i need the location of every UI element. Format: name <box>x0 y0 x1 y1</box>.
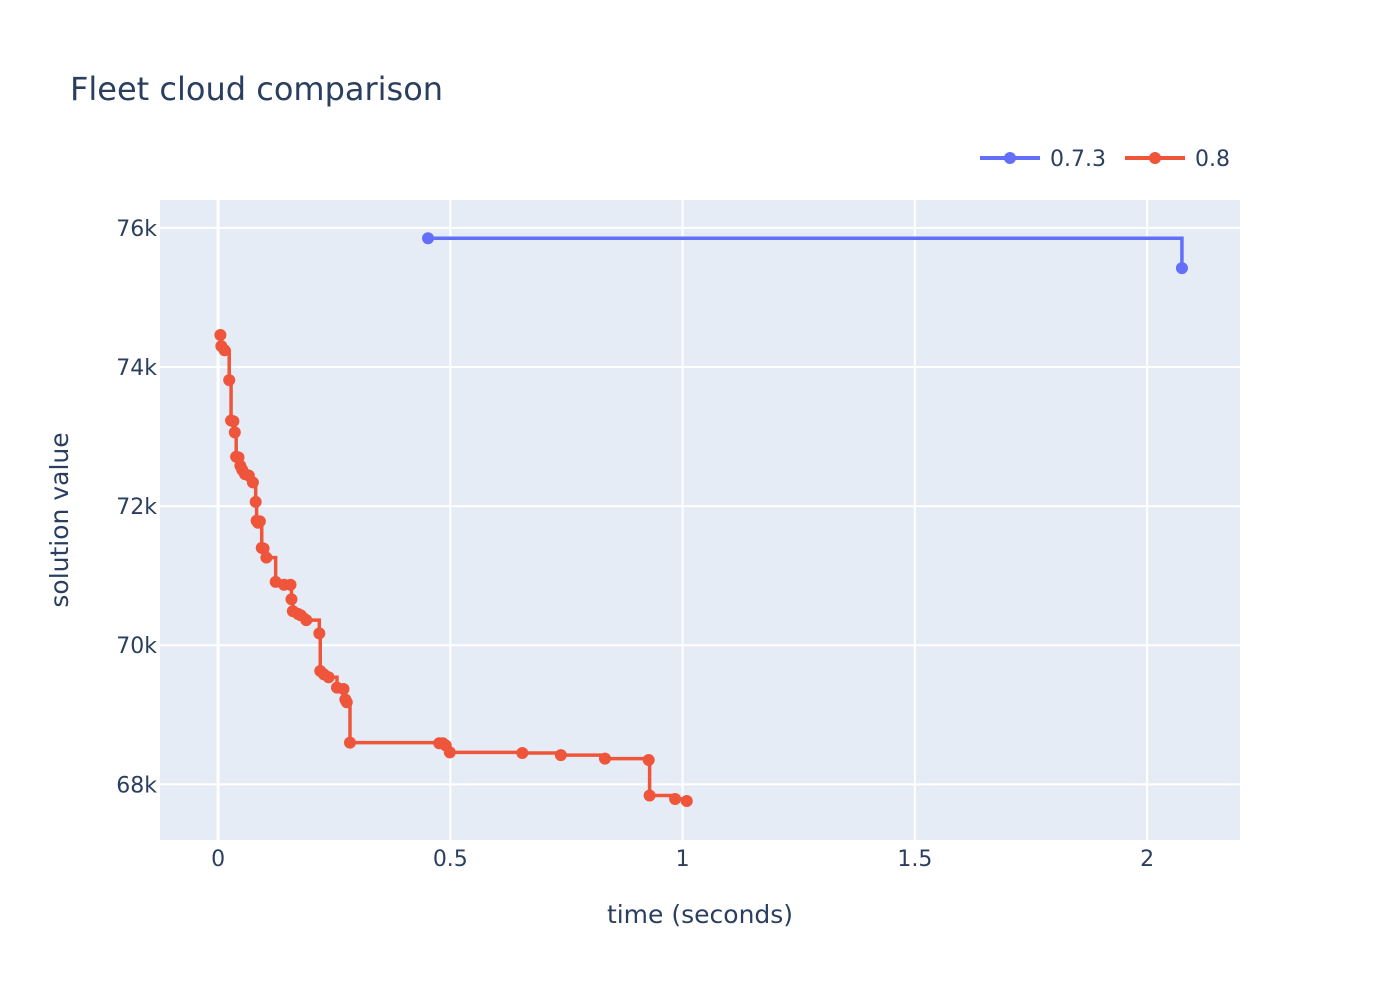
y-tick-label: 70k <box>116 634 157 659</box>
data-point <box>643 789 656 802</box>
legend-marker <box>1149 152 1161 164</box>
data-point <box>228 426 241 439</box>
data-point <box>599 752 612 765</box>
legend-label: 0.7.3 <box>1050 147 1106 172</box>
series-line <box>428 236 1184 269</box>
data-point <box>246 476 259 489</box>
chart-title: Fleet cloud comparison <box>70 70 443 108</box>
series-0.7.3 <box>422 232 1188 275</box>
y-tick-label: 74k <box>116 356 157 381</box>
data-point <box>1175 262 1188 275</box>
data-point <box>249 495 262 508</box>
data-point <box>340 696 353 709</box>
data-point <box>313 627 326 640</box>
ticks: 0 0.5 1 1.5 2 68k 70k 72k 74k 76k <box>116 217 1154 872</box>
data-point <box>554 749 567 762</box>
plot-area <box>160 200 1240 840</box>
y-tick-label: 76k <box>116 217 157 242</box>
data-point <box>227 415 240 428</box>
y-axis-title: solution value <box>45 432 74 607</box>
data-point <box>300 614 313 627</box>
data-point <box>260 551 273 564</box>
x-axis-title: time (seconds) <box>607 900 793 929</box>
y-tick-label: 72k <box>116 495 157 520</box>
legend[interactable]: 0.7.3 0.8 <box>980 147 1230 172</box>
legend-marker <box>1004 152 1016 164</box>
data-point <box>422 232 435 245</box>
grid <box>160 200 1240 840</box>
series-0.8 <box>214 328 693 808</box>
legend-item-0.7.3[interactable]: 0.7.3 <box>980 147 1106 172</box>
data-point <box>218 344 231 357</box>
data-point <box>669 792 682 805</box>
series-layer <box>214 232 1188 808</box>
x-tick-label: 1 <box>676 847 690 872</box>
data-point <box>214 328 227 341</box>
data-point <box>642 754 655 766</box>
data-point <box>443 746 456 759</box>
data-point <box>257 542 270 555</box>
legend-label: 0.8 <box>1195 147 1230 172</box>
data-point <box>343 736 356 749</box>
data-point <box>337 683 350 696</box>
x-tick-label: 0.5 <box>433 847 468 872</box>
x-tick-label: 1.5 <box>897 847 932 872</box>
x-tick-label: 0 <box>211 847 225 872</box>
legend-item-0.8[interactable]: 0.8 <box>1125 147 1230 172</box>
y-tick-label: 68k <box>116 773 157 798</box>
x-tick-label: 2 <box>1140 847 1154 872</box>
data-point <box>253 515 266 528</box>
data-point <box>322 671 335 684</box>
data-point <box>284 578 297 591</box>
data-point <box>285 593 298 606</box>
data-point <box>680 795 693 808</box>
data-point <box>516 747 529 760</box>
data-point <box>223 374 236 387</box>
